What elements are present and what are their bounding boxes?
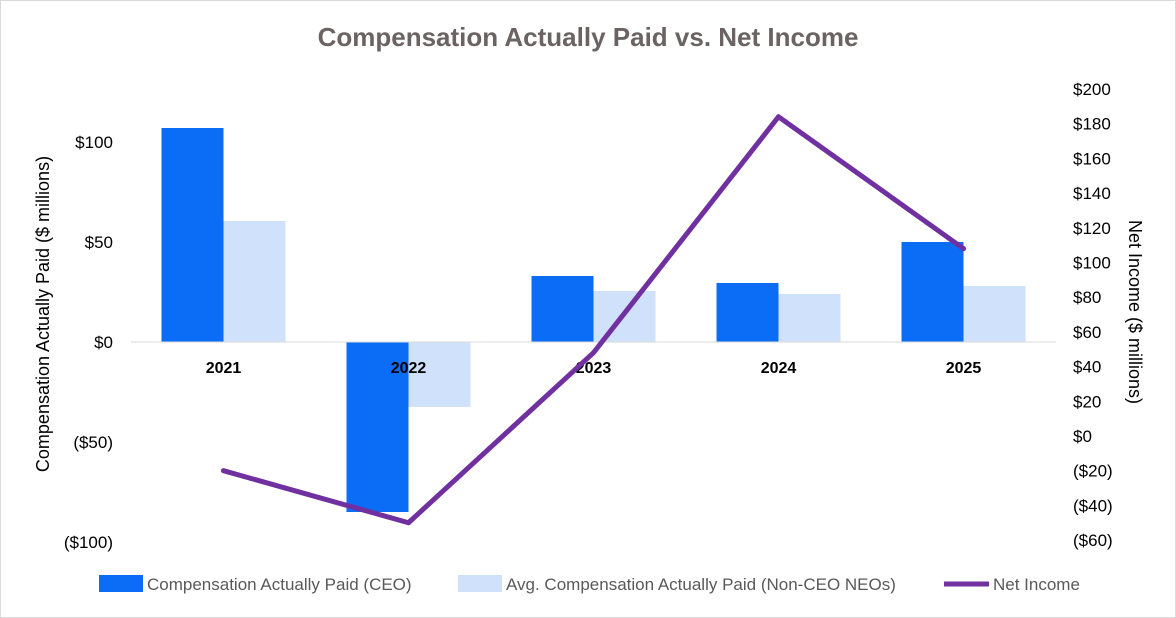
neo-bar [408, 342, 471, 407]
net-income-line [221, 114, 966, 526]
right-tick-label: $80 [1073, 288, 1101, 307]
category-labels: 2021 2022 2023 2024 2025 [206, 360, 982, 377]
left-tick-label: $0 [94, 333, 113, 352]
ceo-bar [901, 242, 964, 342]
right-tick-label: $160 [1073, 149, 1111, 168]
bar-series [161, 128, 1026, 512]
net-income-point [961, 246, 966, 252]
category-label: 2021 [206, 360, 242, 377]
right-tick-label: $40 [1073, 358, 1101, 377]
right-tick-label: $200 [1073, 80, 1111, 99]
legend: Compensation Actually Paid (CEO) Avg. Com… [99, 575, 1080, 594]
neo-bar [963, 286, 1026, 342]
left-tick-label: ($50) [73, 433, 113, 452]
left-tick-label: $100 [75, 133, 113, 152]
left-tick-label: ($100) [64, 533, 113, 552]
ceo-bar [716, 283, 779, 342]
right-tick-label: $180 [1073, 115, 1111, 134]
net-income-point [776, 114, 781, 120]
right-tick-label: ($40) [1073, 496, 1113, 515]
category-label: 2025 [946, 360, 982, 377]
right-tick-label: $20 [1073, 392, 1101, 411]
legend-swatch-neo [458, 575, 502, 592]
ceo-bar [531, 276, 594, 342]
legend-swatch-ceo [99, 575, 143, 592]
legend-label-ceo: Compensation Actually Paid (CEO) [147, 575, 412, 594]
right-axis-ticks: $200 $180 $160 $140 $120 $100 $80 $60 $40 $20 $0 ($… [1073, 80, 1113, 550]
net-income-point [221, 468, 226, 474]
net-income-point [406, 520, 411, 526]
left-axis-ticks: $100 $50 $0 ($50) ($100) [64, 133, 113, 552]
right-tick-label: ($60) [1073, 531, 1113, 550]
left-axis-title: Compensation Actually Paid ($ millions) [33, 156, 53, 472]
legend-label-net-income: Net Income [993, 575, 1080, 594]
right-tick-label: $140 [1073, 184, 1111, 203]
neo-bar [778, 294, 841, 342]
neo-bar [223, 221, 286, 342]
ceo-bar [161, 128, 224, 342]
net-income-point [591, 350, 596, 356]
ceo-bar [346, 342, 409, 512]
right-tick-label: $0 [1073, 427, 1092, 446]
left-tick-label: $50 [85, 233, 113, 252]
legend-label-neo: Avg. Compensation Actually Paid (Non-CEO… [506, 575, 896, 594]
right-axis-title: Net Income ($ millions) [1125, 220, 1145, 404]
category-label: 2022 [391, 360, 427, 377]
right-tick-label: $60 [1073, 323, 1101, 342]
right-tick-label: $100 [1073, 254, 1111, 273]
chart-title: Compensation Actually Paid vs. Net Incom… [318, 22, 859, 52]
right-tick-label: $120 [1073, 219, 1111, 238]
right-tick-label: ($20) [1073, 462, 1113, 481]
category-label: 2024 [761, 360, 797, 377]
